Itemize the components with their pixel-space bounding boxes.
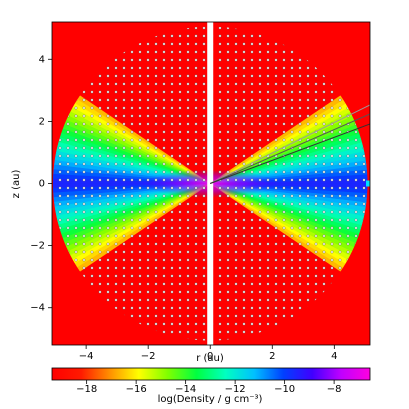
edge-marker [366, 180, 370, 187]
colorbar-tick-label: −8 [327, 384, 342, 395]
colorbar-tick-label: −10 [274, 384, 295, 395]
colorbar [51, 367, 371, 381]
colorbar-tick-label: −16 [126, 384, 147, 395]
sightline [210, 113, 370, 184]
x-tick-label: 0 [207, 351, 213, 362]
y-tick-label: 2 [39, 116, 45, 127]
y-tick-label: −2 [30, 241, 45, 252]
sightline [210, 123, 370, 184]
colorbar-tick-label: −18 [76, 384, 97, 395]
x-tick-label: −2 [141, 351, 156, 362]
sightline [210, 104, 370, 184]
colorbar-label: log(Density / g cm⁻³) [158, 394, 263, 405]
colorbar-tick-label: −14 [175, 384, 196, 395]
y-axis-label: z (au) [11, 170, 22, 199]
colorbar-tick-label: −12 [225, 384, 246, 395]
x-tick-label: −4 [79, 351, 94, 362]
y-tick-label: −4 [30, 303, 45, 314]
x-axis-label: r (au) [196, 353, 224, 364]
y-tick-label: 0 [39, 179, 45, 190]
x-tick-label: 2 [269, 351, 275, 362]
plot-area [52, 22, 370, 345]
x-tick-label: 4 [331, 351, 337, 362]
y-tick-label: 4 [39, 54, 45, 65]
